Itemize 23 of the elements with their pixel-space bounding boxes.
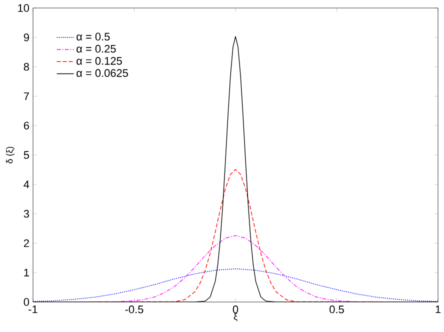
x-tick-label: -1 — [28, 306, 38, 314]
y-tick-label: 5 — [24, 151, 30, 159]
line-series — [33, 268, 438, 302]
legend-label: α = 0.5 — [76, 32, 110, 41]
x-tick-label: 0.5 — [330, 306, 344, 314]
y-tick-label: 1 — [24, 268, 29, 276]
y-tick-label: 0 — [24, 298, 30, 306]
y-tick-label: 6 — [24, 122, 29, 130]
x-tick-label: -0.5 — [125, 306, 144, 314]
x-axis-title: ξ — [234, 313, 238, 322]
legend-label: α = 0.125 — [76, 57, 122, 65]
y-axis-title: δ (ξ) — [6, 146, 14, 164]
legend-label: α = 0.0625 — [76, 69, 128, 77]
x-tick-label: 1 — [436, 306, 441, 314]
y-tick-label: 10 — [18, 4, 30, 12]
y-tick-label: 4 — [24, 180, 30, 188]
y-tick-label: 7 — [24, 92, 29, 100]
y-tick-label: 8 — [24, 62, 29, 71]
x-tick-label: 0 — [232, 306, 238, 314]
y-tick-label: 3 — [24, 210, 29, 218]
y-tick-label: 2 — [24, 239, 29, 248]
legend-label: α = 0.25 — [76, 44, 116, 53]
y-tick-label: 9 — [24, 34, 29, 42]
